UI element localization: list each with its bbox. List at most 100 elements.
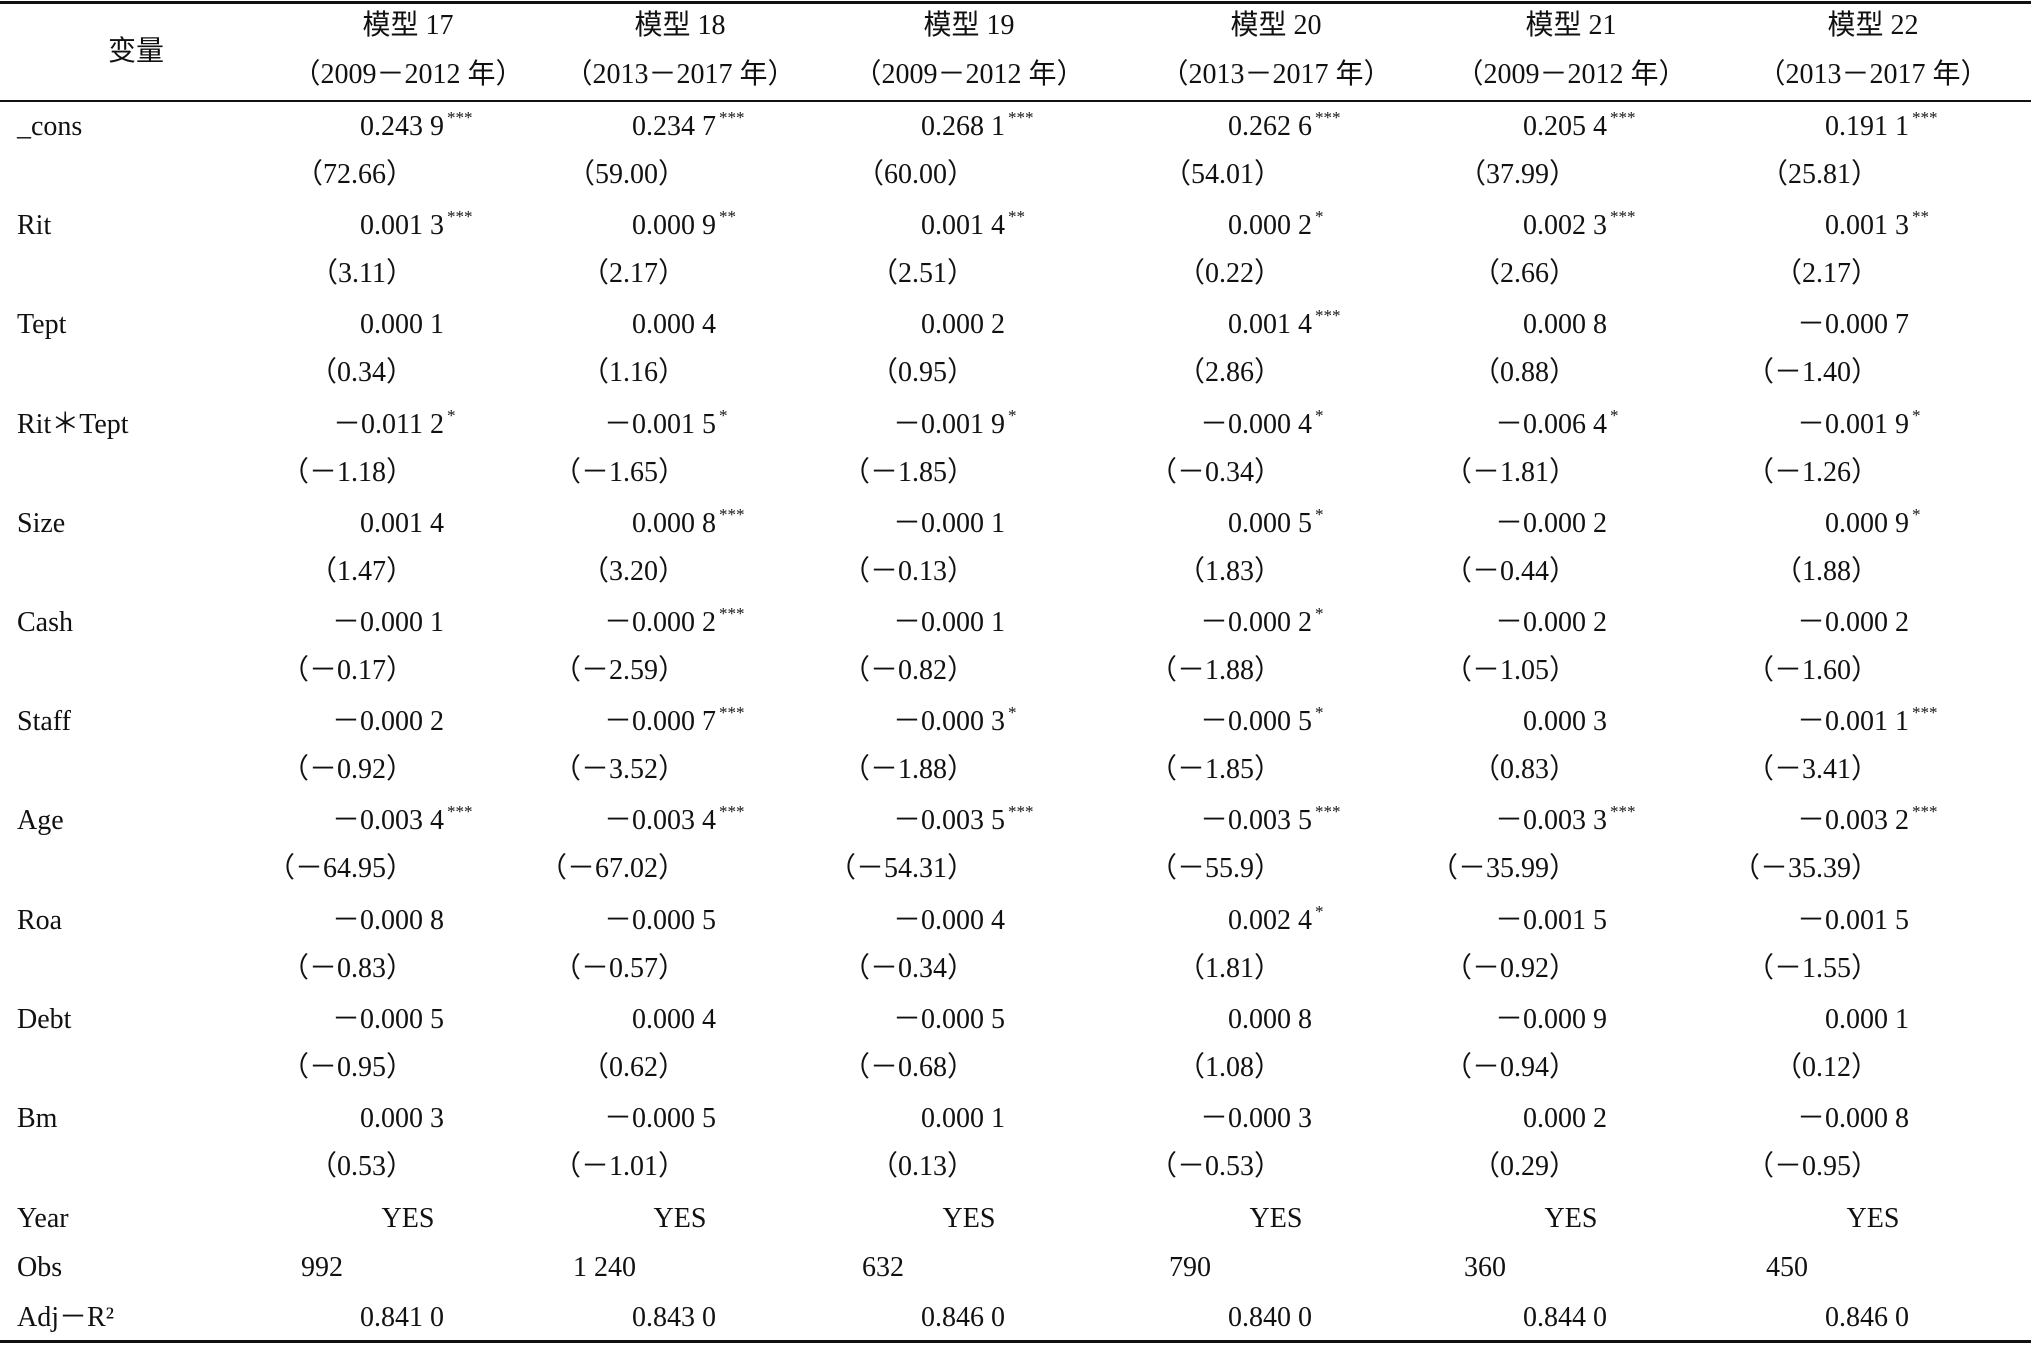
coefficient: 0.000 2 <box>1523 1105 1607 1133</box>
significance-stars: *** <box>1610 108 1636 127</box>
coef-value: 0.234 7 <box>632 111 716 142</box>
coef-value: －0.000 1 <box>892 607 1005 638</box>
coef-value: －0.000 7 <box>1796 309 1909 341</box>
t-statistic: （－0.57） <box>552 952 686 984</box>
t-statistic: （2.51） <box>869 258 975 290</box>
coef-value: －0.000 3 <box>892 706 1005 738</box>
coef-value: －0.001 9 <box>892 408 1005 440</box>
model-name: 模型 22 <box>1827 10 1919 41</box>
t-statistic: （－1.55） <box>1745 952 1879 984</box>
coefficient: 0.000 4 <box>632 311 716 339</box>
coef-value: 0.268 1 <box>921 111 1005 142</box>
coefficient: 0.001 3 ** <box>1825 208 1929 240</box>
t-statistic: （－0.94） <box>1443 1051 1577 1083</box>
model-period: （2009－2012 年） <box>1455 59 1687 90</box>
significance-stars: ** <box>1912 207 1929 227</box>
coef-value: －0.011 2 <box>333 408 444 440</box>
coefficient: 0.000 2 <box>921 311 1005 339</box>
coefficient: 0.000 8 *** <box>632 506 745 538</box>
t-statistic: （0.34） <box>308 357 414 389</box>
coef-value: －0.001 5 <box>1796 904 1909 936</box>
coefficient: 0.840 0 <box>1228 1304 1312 1332</box>
coef-value: 0.000 4 <box>632 309 716 341</box>
significance-stars: *** <box>1315 108 1341 127</box>
row-label: Staff <box>17 706 71 738</box>
t-statistic: （1.08） <box>1176 1051 1282 1083</box>
significance-stars: * <box>1315 405 1324 425</box>
coef-value: －0.001 5 <box>1494 904 1607 936</box>
t-statistic: （－0.92） <box>280 754 414 786</box>
coef-value: 0.000 2 <box>1228 210 1312 242</box>
coef-value: 0.843 0 <box>632 1302 716 1333</box>
model-period: （2013－2017 年） <box>1757 59 1989 90</box>
coef-value: 0.846 0 <box>921 1302 1005 1333</box>
significance-stars: * <box>1315 703 1324 723</box>
coef-value: －0.000 9 <box>1494 1003 1607 1035</box>
t-statistic: （3.11） <box>310 258 414 290</box>
row-label: Year <box>17 1203 69 1234</box>
coef-value: 0.000 5 <box>1228 507 1312 539</box>
coefficient: －0.000 2 <box>332 708 444 736</box>
coefficient: －0.001 5 <box>1494 904 1607 936</box>
t-statistic: （1.83） <box>1176 555 1282 587</box>
t-statistic: （－1.18） <box>280 456 414 488</box>
significance-stars: *** <box>1912 108 1938 127</box>
t-statistic: （－0.34） <box>1148 456 1282 488</box>
row-label: Tept <box>17 309 67 341</box>
row-label: Age <box>17 805 64 837</box>
coef-value: －0.000 8 <box>331 904 444 936</box>
coef-value: 0.844 0 <box>1523 1302 1607 1333</box>
coefficient: 0.843 0 <box>632 1304 716 1332</box>
coefficient: －0.001 5 * <box>604 407 728 439</box>
t-statistic: （1.88） <box>1773 555 1879 587</box>
model-name: 模型 17 <box>362 10 454 41</box>
coefficient: －0.000 8 <box>1797 1105 1909 1133</box>
coefficient: －0.000 5 <box>604 906 716 935</box>
t-statistic: （－55.9） <box>1148 853 1282 885</box>
t-statistic: （－1.40） <box>1745 357 1879 389</box>
coefficient: 0.000 8 <box>1228 1005 1312 1034</box>
t-statistic: （2.66） <box>1471 258 1577 290</box>
bottom-rule <box>0 1340 2031 1343</box>
t-statistic: （0.88） <box>1471 357 1577 389</box>
coef-value: 0.000 2 <box>1523 1103 1607 1134</box>
coef-value: －0.000 4 <box>1199 408 1312 440</box>
coefficient: 0.205 4 *** <box>1523 109 1636 142</box>
coef-value: 0.205 4 <box>1523 111 1607 142</box>
t-statistic: （1.16） <box>580 357 686 389</box>
summary-value: YES <box>1249 1203 1303 1234</box>
coefficient: －0.000 3 <box>1200 1105 1312 1133</box>
model-period: （2009－2012 年） <box>292 59 524 90</box>
coef-value: －0.000 3 <box>1199 1103 1312 1134</box>
coefficient: －0.003 2 *** <box>1796 803 1938 837</box>
summary-value: YES <box>1846 1203 1900 1234</box>
coefficient: 0.000 5 * <box>1228 506 1324 539</box>
significance-stars: * <box>1912 405 1921 425</box>
coef-value: －0.003 5 <box>892 805 1005 837</box>
t-statistic: （－54.31） <box>827 853 975 885</box>
coef-value: －0.001 1 <box>1796 706 1909 738</box>
coef-value: 0.001 3 <box>360 210 444 242</box>
t-statistic: （－0.44） <box>1443 555 1577 587</box>
t-statistic: （－1.65） <box>552 456 686 488</box>
coef-value: 0.000 1 <box>1825 1003 1909 1035</box>
t-statistic: （－1.85） <box>841 456 975 488</box>
header-variable: 变量 <box>107 36 165 67</box>
row-label: Adj－R² <box>17 1302 115 1333</box>
coefficient: －0.000 2 <box>1495 609 1607 637</box>
coefficient: －0.000 7 *** <box>604 704 745 736</box>
t-statistic: （－0.13） <box>841 555 975 587</box>
t-statistic: （72.66） <box>294 159 414 190</box>
significance-stars: *** <box>447 802 473 822</box>
significance-stars: *** <box>719 504 745 524</box>
t-statistic: （0.12） <box>1773 1051 1879 1083</box>
t-statistic: （0.62） <box>580 1051 686 1083</box>
model-name: 模型 21 <box>1525 10 1617 41</box>
t-statistic: （25.81） <box>1759 159 1879 190</box>
t-statistic: （－3.41） <box>1745 754 1879 786</box>
coef-value: －0.003 2 <box>1796 805 1909 837</box>
coefficient: 0.001 4 <box>360 509 444 538</box>
t-statistic: （－0.17） <box>280 655 414 686</box>
coef-value: 0.000 1 <box>921 1103 1005 1134</box>
